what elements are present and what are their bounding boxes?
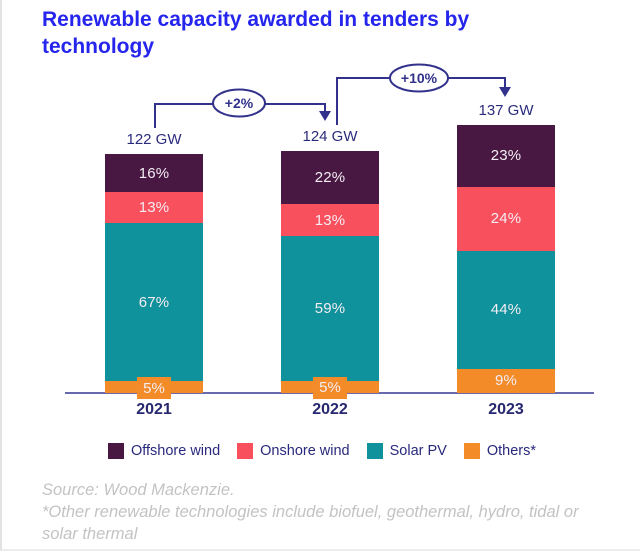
total-label-2023: 137 GW: [478, 102, 534, 120]
chart-title: Renewable capacity awarded in tenders by…: [42, 8, 470, 58]
bar-segment-2021-solar-pv: 67%: [105, 222, 203, 382]
segment-value-label: 59%: [314, 300, 346, 318]
legend-swatch-onshore-wind: [237, 443, 254, 459]
segment-value-label: 23%: [490, 147, 522, 165]
legend-label-others: Others*: [486, 443, 537, 459]
segment-value-label: 24%: [490, 210, 522, 228]
footnote-note-text: *Other renewable technologies include bi…: [42, 503, 579, 543]
legend-label-onshore-wind: Onshore wind: [260, 443, 350, 459]
chart-legend: Offshore wind Onshore wind Solar PV Others*: [2, 443, 640, 459]
segment-value-label: 67%: [138, 293, 170, 311]
bar-segment-2022-offshore-wind: 22%: [281, 150, 379, 205]
bar-segment-2021-offshore-wind: 16%: [105, 154, 203, 193]
total-label-2022: 124 GW: [302, 127, 358, 145]
footnote: Source: Wood Mackenzie. *Other renewable…: [42, 479, 602, 545]
bar-segment-2021-onshore-wind: 13%: [105, 192, 203, 223]
segment-value-label: 22%: [314, 169, 346, 186]
legend-item-others: Others*: [463, 443, 537, 459]
legend-label-solar-pv: Solar PV: [389, 443, 447, 459]
bar-segment-2023-solar-pv: 44%: [457, 251, 555, 369]
segment-value-label: 5%: [137, 377, 171, 400]
bar-segment-2023-onshore-wind: 24%: [457, 186, 555, 252]
bar-segment-2022-solar-pv: 59%: [281, 236, 379, 381]
segment-value-label: 5%: [313, 376, 347, 399]
legend-item-onshore-wind: Onshore wind: [237, 443, 350, 459]
legend-item-offshore-wind: Offshore wind: [107, 443, 221, 459]
segment-value-label: 9%: [494, 372, 518, 390]
legend-swatch-offshore-wind: [107, 443, 124, 459]
x-tick-2021: 2021: [136, 401, 172, 418]
segment-value-label: 44%: [490, 301, 522, 319]
segment-value-label: 13%: [138, 199, 170, 217]
source-text: Source: Wood Mackenzie.: [42, 481, 235, 499]
bar-segment-2023-offshore-wind: 23%: [457, 125, 555, 187]
legend-swatch-solar-pv: [366, 443, 383, 459]
legend-item-solar-pv: Solar PV: [366, 443, 447, 459]
segment-value-label: 13%: [314, 211, 346, 229]
x-tick-2022: 2022: [312, 401, 348, 418]
bar-segment-2022-onshore-wind: 13%: [281, 204, 379, 237]
segment-value-label: 16%: [138, 164, 170, 182]
legend-swatch-others: [463, 443, 480, 459]
x-tick-2023: 2023: [488, 401, 524, 418]
bar-segment-2023-others: 9%: [457, 368, 555, 393]
legend-label-offshore-wind: Offshore wind: [130, 443, 221, 459]
total-label-2021: 122 GW: [126, 131, 182, 149]
